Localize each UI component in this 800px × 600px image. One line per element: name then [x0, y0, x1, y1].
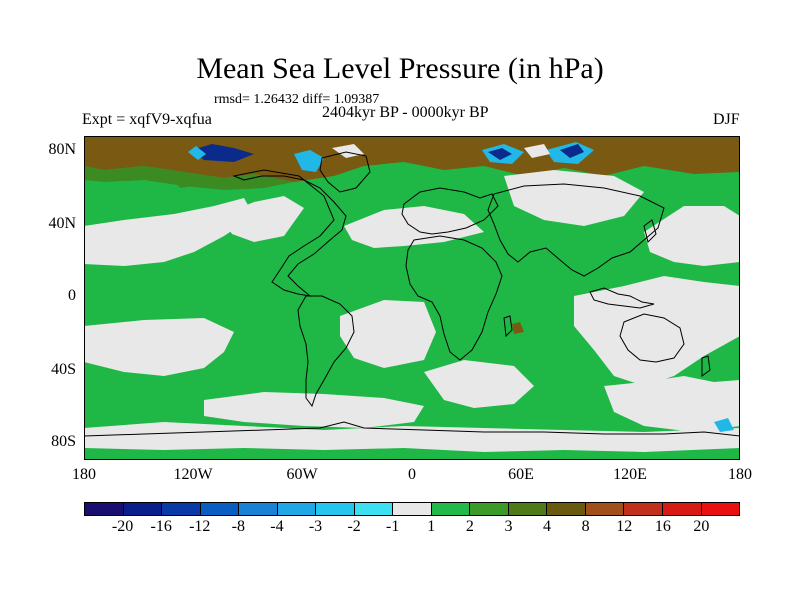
chart-title: Mean Sea Level Pressure (in hPa) — [196, 52, 604, 85]
coast-asia — [487, 183, 665, 277]
colorbar-segment — [393, 503, 432, 515]
lat-label-0: 0 — [68, 287, 76, 304]
coast-north-america — [232, 169, 347, 297]
coast-indonesia — [589, 287, 655, 309]
neutral-southern-ocean-west — [204, 392, 424, 428]
stats-text: rmsd= 1.26432 diff= 1.09387 — [214, 92, 380, 107]
neutral-south-atlantic — [340, 300, 436, 368]
colorbar-segment — [585, 503, 625, 515]
colorbar-segment — [277, 503, 317, 515]
colorbar-segment — [624, 503, 663, 515]
coast-antarctica — [84, 421, 740, 437]
colorbar-segment — [470, 503, 509, 515]
colorbar-label: 20 — [693, 518, 710, 535]
positive-patch-pacific — [174, 176, 192, 188]
colorbar-label: 2 — [465, 518, 474, 535]
colorbar-segment — [200, 503, 240, 515]
negative-patch-greenland — [192, 144, 254, 162]
lat-label-80s: 80S — [51, 433, 76, 450]
colorbar-segment — [547, 503, 586, 515]
coast-europe — [401, 187, 499, 235]
coast-madagascar — [503, 315, 513, 338]
negative-patch-siberia-dark — [488, 148, 512, 160]
coast-new-zealand — [701, 355, 711, 377]
coast-africa — [405, 235, 503, 361]
neutral-north-america — [220, 196, 304, 242]
coast-south-america — [297, 295, 355, 408]
negative-patch-pacific-dark — [560, 144, 584, 158]
colorbar-segment — [431, 503, 471, 515]
colorbar-label: -3 — [308, 518, 323, 535]
negative-patch-greenland-light — [188, 146, 206, 160]
colorbar-segment — [239, 503, 278, 515]
colorbar-label: 8 — [581, 518, 590, 535]
lon-label-0: 0 — [408, 466, 416, 483]
season-label: DJF — [713, 111, 740, 128]
negative-patch-atlantic — [294, 150, 324, 172]
colorbar-label: 1 — [427, 518, 436, 535]
colorbar-segment — [508, 503, 548, 515]
colorbar-label: -16 — [150, 518, 172, 535]
colorbar-segment — [354, 503, 394, 515]
colorbar-segment — [85, 503, 124, 515]
positive-patch-africa — [512, 322, 524, 334]
period-text: 2404kyr BP - 0000kyr BP — [322, 104, 489, 121]
colorbar-label: -4 — [270, 518, 284, 535]
neutral-south-pacific — [84, 318, 234, 376]
colorbar-segment — [701, 503, 740, 515]
lon-label-180w: 180 — [72, 466, 96, 483]
coast-greenland — [319, 151, 371, 193]
neutral-patch-arctic-2 — [524, 144, 550, 158]
lon-label-120e: 120E — [613, 466, 647, 483]
neutral-north-pacific-east — [644, 206, 740, 266]
experiment-label: Expt = xqfV9-xqfua — [82, 111, 212, 128]
neutral-north-pacific — [84, 198, 254, 266]
colorbar-label: 12 — [616, 518, 633, 535]
neutral-antarctic-band — [84, 422, 740, 452]
colorbar-label: 4 — [543, 518, 552, 535]
colorbar-label: -8 — [231, 518, 245, 535]
colorbar-label: -1 — [386, 518, 400, 535]
colorbar-label: -20 — [111, 518, 134, 535]
lon-label-120w: 120W — [173, 466, 213, 483]
coast-australia — [619, 313, 685, 363]
colorbar-segment — [662, 503, 702, 515]
colorbar-segment — [316, 503, 355, 515]
colorbar-segment — [123, 503, 163, 515]
neutral-south-indian — [424, 360, 534, 408]
pressure-map — [84, 136, 740, 460]
lat-label-40s: 40S — [51, 361, 76, 378]
colorbar-label: -2 — [347, 518, 361, 535]
lon-label-180e: 180 — [728, 466, 752, 483]
colorbar-label: -12 — [189, 518, 211, 535]
neutral-asia — [504, 170, 644, 226]
coast-japan — [643, 219, 657, 243]
colorbar — [84, 502, 740, 516]
neutral-southern-ocean-east — [604, 376, 740, 432]
colorbar-label: 16 — [654, 518, 671, 535]
colorbar-segment — [162, 503, 201, 515]
lon-label-60w: 60W — [286, 466, 318, 483]
lon-label-60e: 60E — [508, 466, 534, 483]
colorbar-label: 3 — [504, 518, 513, 535]
lat-label-40n: 40N — [48, 215, 76, 232]
lat-label-80n: 80N — [48, 141, 76, 158]
neutral-indian-pacific — [574, 276, 740, 386]
arctic-mid-region — [84, 166, 294, 190]
negative-patch-antarctic — [714, 418, 734, 432]
